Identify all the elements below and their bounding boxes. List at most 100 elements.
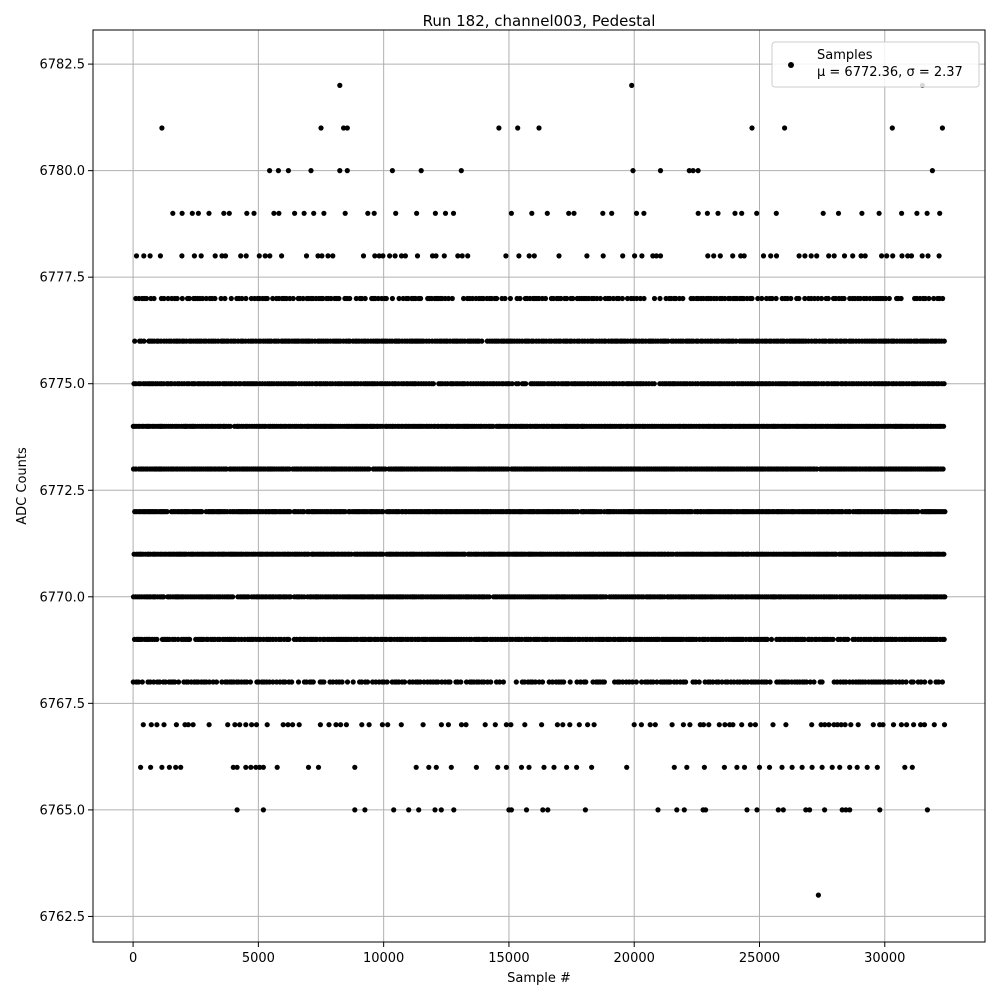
data-point [601, 679, 608, 685]
data-point [461, 295, 467, 302]
data-point [939, 125, 946, 131]
data-point [673, 295, 679, 302]
data-point [234, 764, 240, 770]
data-point [232, 722, 238, 728]
data-point [139, 679, 145, 685]
data-point [161, 594, 167, 600]
data-point [540, 807, 546, 813]
data-point [705, 253, 711, 259]
data-point [262, 253, 268, 259]
data-point [564, 295, 570, 302]
data-point [683, 679, 689, 685]
data-point [937, 210, 943, 216]
data-point [189, 210, 195, 216]
data-point [344, 168, 350, 174]
data-point [249, 722, 255, 728]
data-point [523, 807, 530, 813]
data-point [842, 722, 848, 728]
data-point [338, 722, 344, 728]
data-point [641, 295, 647, 302]
data-point [850, 253, 856, 259]
data-point [734, 764, 740, 770]
data-point [624, 764, 630, 770]
data-point [174, 295, 180, 302]
data-point [447, 679, 453, 685]
data-point [359, 722, 365, 728]
data-point [321, 679, 327, 685]
data-point [927, 679, 933, 685]
data-point [650, 253, 656, 259]
data-point [566, 210, 572, 216]
data-point [876, 210, 882, 216]
data-point [382, 466, 388, 472]
data-point [651, 381, 657, 387]
data-point [243, 764, 249, 770]
data-point [710, 679, 716, 685]
data-point [838, 722, 844, 728]
data-point [780, 807, 786, 813]
data-point [518, 764, 525, 770]
data-point [186, 295, 192, 302]
data-point [715, 210, 721, 216]
data-point [830, 636, 836, 643]
data-point [417, 679, 423, 685]
data-point [148, 764, 154, 770]
data-point [941, 551, 947, 557]
data-point [536, 125, 542, 131]
data-point [198, 253, 204, 259]
data-point [337, 168, 343, 174]
data-point [352, 764, 358, 770]
data-point [173, 722, 179, 728]
data-point [770, 722, 776, 728]
data-point [151, 679, 157, 685]
data-point [244, 210, 250, 216]
data-point [282, 679, 288, 685]
data-point [159, 764, 165, 770]
data-point [910, 679, 916, 685]
data-point [803, 807, 809, 813]
x-tick-label: 15000 [488, 951, 529, 966]
data-point [260, 764, 266, 770]
data-point [383, 295, 389, 302]
data-point [179, 210, 185, 216]
data-point [238, 253, 244, 259]
data-point [432, 807, 438, 813]
data-point [801, 636, 808, 643]
data-point [818, 295, 825, 302]
data-point [940, 295, 946, 302]
data-point [290, 722, 296, 728]
data-point [157, 253, 163, 259]
data-point [173, 764, 179, 770]
data-point [503, 764, 509, 770]
data-point [522, 722, 528, 728]
data-point [819, 679, 825, 685]
data-point [310, 679, 316, 685]
data-point [841, 295, 847, 302]
data-point [387, 253, 393, 259]
data-point [890, 253, 896, 259]
data-point [416, 807, 422, 813]
data-point [380, 509, 386, 515]
data-point [859, 210, 865, 216]
y-tick-label: 6775.0 [40, 377, 86, 392]
data-point [857, 295, 863, 302]
data-point [829, 764, 835, 770]
data-point [539, 722, 545, 728]
data-point [380, 551, 386, 557]
data-point [803, 679, 810, 685]
legend-marker [788, 62, 794, 68]
data-point [191, 253, 197, 259]
data-point [320, 295, 326, 302]
data-point [760, 253, 767, 259]
data-point [526, 764, 532, 770]
data-point [880, 722, 886, 728]
data-point [695, 168, 701, 174]
data-point [264, 295, 270, 302]
data-point [287, 594, 294, 600]
data-point [558, 295, 564, 302]
data-point [442, 210, 449, 216]
data-point [630, 168, 636, 174]
data-point [942, 594, 948, 600]
data-point [629, 679, 636, 685]
data-point [721, 764, 728, 770]
